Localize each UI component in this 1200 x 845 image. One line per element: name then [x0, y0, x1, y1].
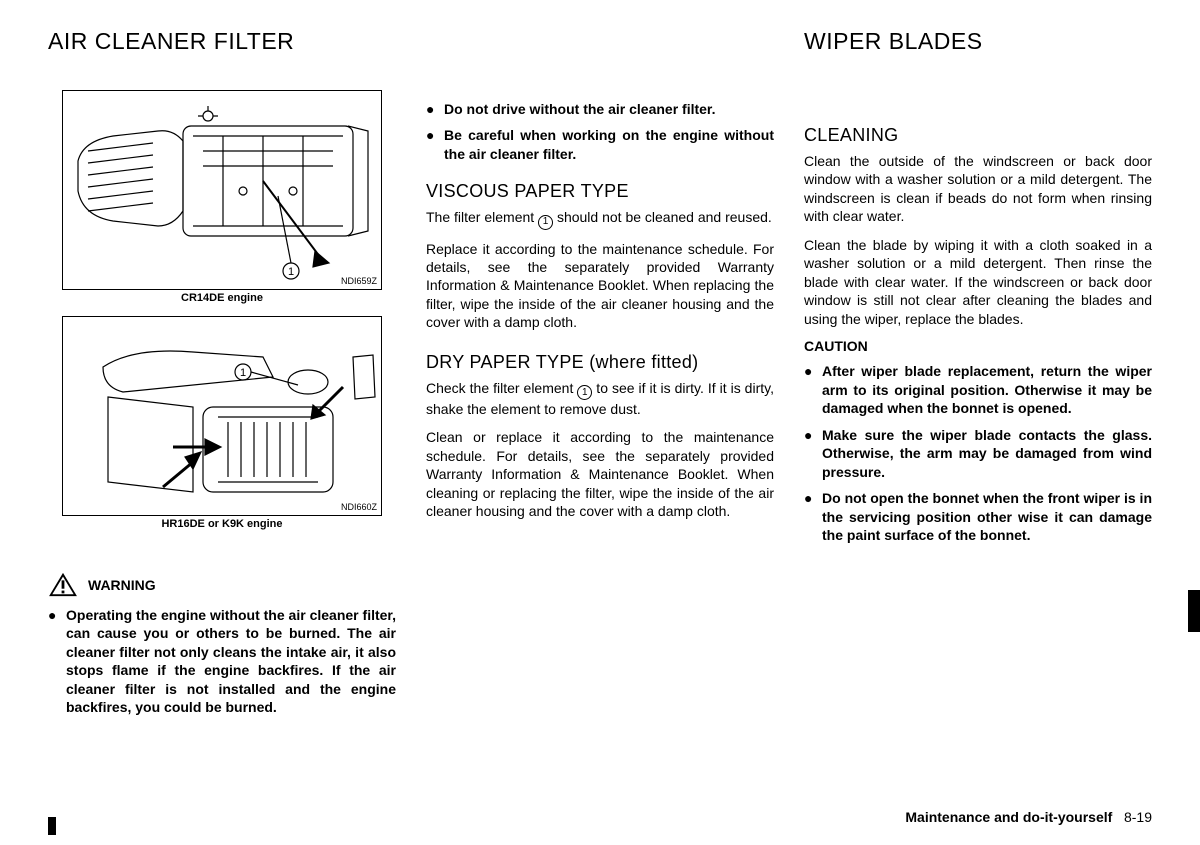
section-title-air-cleaner: AIR CLEANER FILTER: [48, 28, 396, 55]
caution-3: Do not open the bonnet when the front wi…: [822, 489, 1152, 544]
warning-label: WARNING: [88, 577, 156, 593]
caution-bullets: ●After wiper blade replacement, return t…: [804, 362, 1152, 552]
para-clean-2: Clean the blade by wiping it with a clot…: [804, 236, 1152, 328]
column-right: WIPER BLADES CLEANING Clean the outside …: [804, 28, 1152, 798]
page-number: 8-19: [1124, 809, 1152, 825]
caution-label: CAUTION: [804, 338, 1152, 354]
thumb-tab-right: [1188, 590, 1200, 632]
column-left: AIR CLEANER FILTER 1: [48, 28, 396, 798]
figure-engine-cr14de: 1 NDI659Z: [62, 90, 382, 290]
bullet-no-drive: Do not drive without the air cleaner fil…: [444, 100, 774, 118]
para-dry-1: Check the filter element 1 to see if it …: [426, 379, 774, 419]
warning-icon: [48, 572, 78, 598]
chapter-name: Maintenance and do-it-yourself: [905, 809, 1112, 825]
subhead-cleaning: CLEANING: [804, 125, 1152, 146]
figure-engine-hr16de: 1 NDI660Z: [62, 316, 382, 516]
caution-1: After wiper blade replacement, return th…: [822, 362, 1152, 417]
figure-code-1: NDI659Z: [341, 276, 377, 286]
subhead-viscous: VISCOUS PAPER TYPE: [426, 181, 774, 202]
figure-caption-2: HR16DE or K9K engine: [48, 518, 396, 530]
caution-2: Make sure the wiper blade contacts the g…: [822, 426, 1152, 481]
section-title-wiper: WIPER BLADES: [804, 28, 1152, 55]
warning-header: WARNING: [48, 572, 396, 598]
subhead-dry: DRY PAPER TYPE (where fitted): [426, 352, 774, 373]
mark-bottom-left: [48, 817, 56, 835]
page-footer: Maintenance and do-it-yourself 8-19: [905, 809, 1152, 825]
para-viscous-2: Replace it according to the maintenance …: [426, 240, 774, 332]
svg-text:1: 1: [240, 367, 246, 379]
bullet-careful: Be careful when working on the engine wi…: [444, 126, 774, 163]
svg-text:1: 1: [288, 266, 294, 278]
para-clean-1: Clean the outside of the windscreen or b…: [804, 152, 1152, 226]
figure-code-2: NDI660Z: [341, 502, 377, 512]
figure-caption-1: CR14DE engine: [48, 292, 396, 304]
para-dry-2: Clean or replace it according to the mai…: [426, 428, 774, 520]
para-viscous-1: The filter element 1 should not be clean…: [426, 208, 774, 229]
warning-text: Operating the engine without the air cle…: [66, 606, 396, 717]
warning-bullets: ●Operating the engine without the air cl…: [48, 606, 396, 725]
col2-top-bullets: ●Do not drive without the air cleaner fi…: [426, 100, 774, 171]
column-middle: ●Do not drive without the air cleaner fi…: [426, 28, 774, 798]
